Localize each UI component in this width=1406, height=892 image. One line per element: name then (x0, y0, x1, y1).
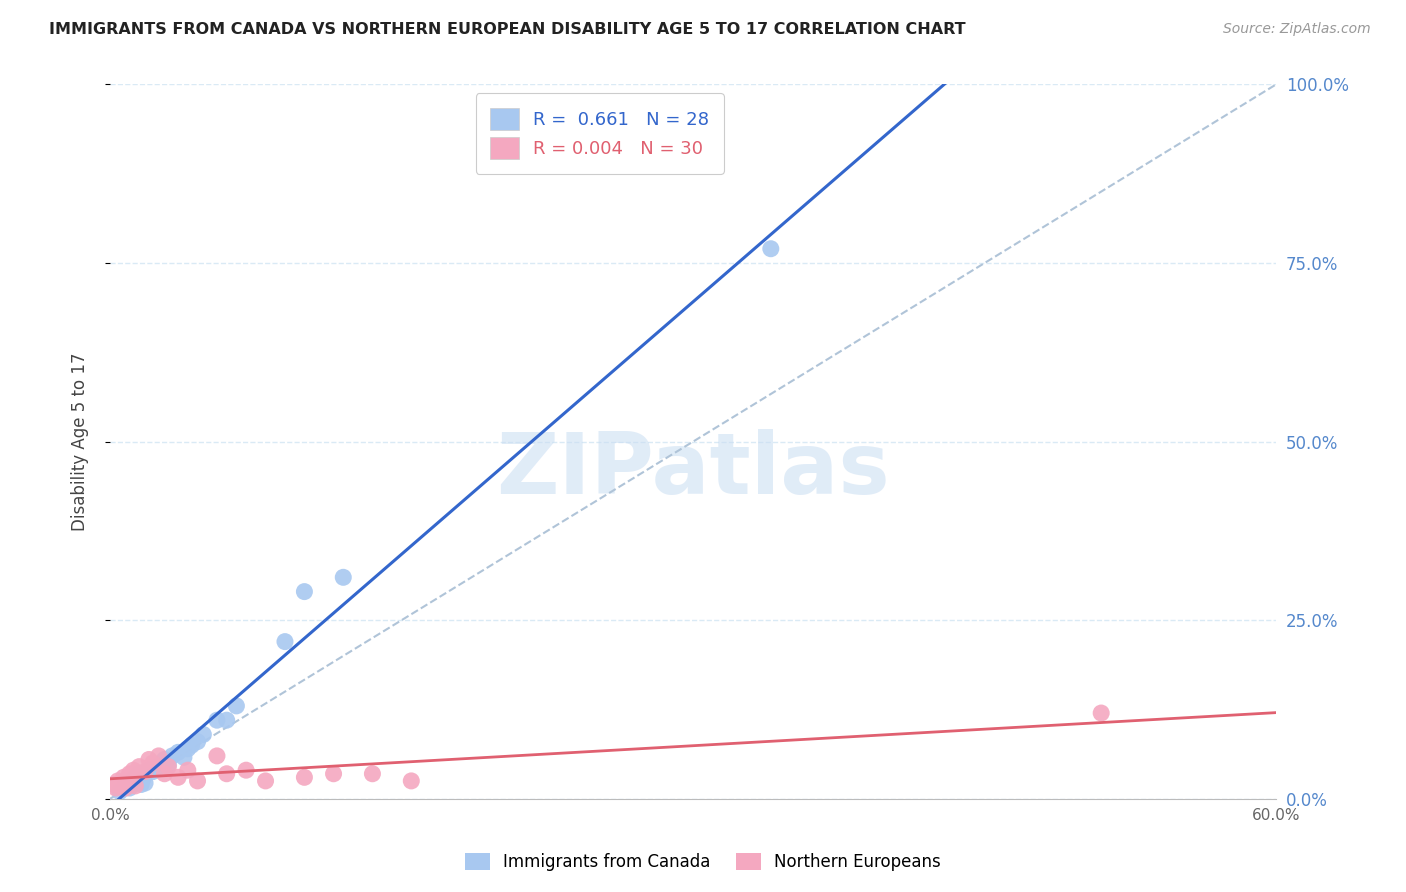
Point (177, 763, 200, 777)
Point (142, 756, 165, 770)
Legend: Immigrants from Canada, Northern Europeans: Immigrants from Canada, Northern Europea… (457, 845, 949, 880)
Point (225, 698, 247, 713)
Point (108, 779, 131, 793)
Point (134, 776, 156, 790)
Point (294, 584, 316, 599)
Point (173, 750, 195, 764)
Point (294, 770, 316, 784)
Point (186, 773, 208, 788)
Point (134, 764, 156, 779)
Point (205, 713, 228, 727)
Point (132, 772, 155, 786)
Point (235, 763, 257, 777)
Point (215, 713, 238, 727)
Point (167, 770, 190, 784)
Point (215, 766, 238, 780)
Point (162, 748, 184, 763)
Point (138, 763, 160, 777)
Point (114, 777, 136, 791)
Point (118, 766, 141, 780)
Point (186, 734, 208, 748)
Point (153, 766, 176, 780)
Point (107, 773, 129, 788)
Point (153, 752, 176, 766)
Point (122, 763, 145, 777)
Point (167, 745, 190, 759)
Point (361, 766, 384, 780)
Point (1090, 706, 1112, 720)
Point (180, 738, 202, 752)
Point (157, 759, 180, 773)
Point (205, 748, 228, 763)
Point (177, 741, 200, 756)
Point (111, 776, 134, 790)
Point (124, 770, 146, 784)
Point (401, 773, 423, 788)
Y-axis label: Disability Age 5 to 17: Disability Age 5 to 17 (72, 352, 89, 531)
Point (332, 570, 354, 584)
Point (157, 757, 180, 772)
Point (254, 773, 277, 788)
Point (128, 759, 150, 773)
Point (129, 777, 152, 791)
Point (128, 766, 150, 780)
Point (108, 784, 131, 798)
Point (124, 779, 146, 793)
Point (322, 766, 344, 780)
Text: IMMIGRANTS FROM CANADA VS NORTHERN EUROPEAN DISABILITY AGE 5 TO 17 CORRELATION C: IMMIGRANTS FROM CANADA VS NORTHERN EUROP… (49, 22, 966, 37)
Point (193, 727, 215, 741)
Point (142, 764, 165, 779)
Text: ZIPatlas: ZIPatlas (496, 429, 890, 512)
Legend: R =  0.661   N = 28, R = 0.004   N = 30: R = 0.661 N = 28, R = 0.004 N = 30 (475, 94, 724, 174)
Point (759, 242, 782, 256)
Point (112, 770, 135, 784)
Point (117, 773, 139, 788)
Point (148, 748, 170, 763)
Text: Source: ZipAtlas.com: Source: ZipAtlas.com (1223, 22, 1371, 37)
Point (114, 780, 136, 795)
Point (103, 777, 125, 791)
Point (148, 759, 170, 773)
Point (122, 773, 145, 788)
Point (274, 634, 297, 648)
Point (104, 780, 127, 795)
Point (138, 752, 160, 766)
Point (118, 780, 141, 795)
